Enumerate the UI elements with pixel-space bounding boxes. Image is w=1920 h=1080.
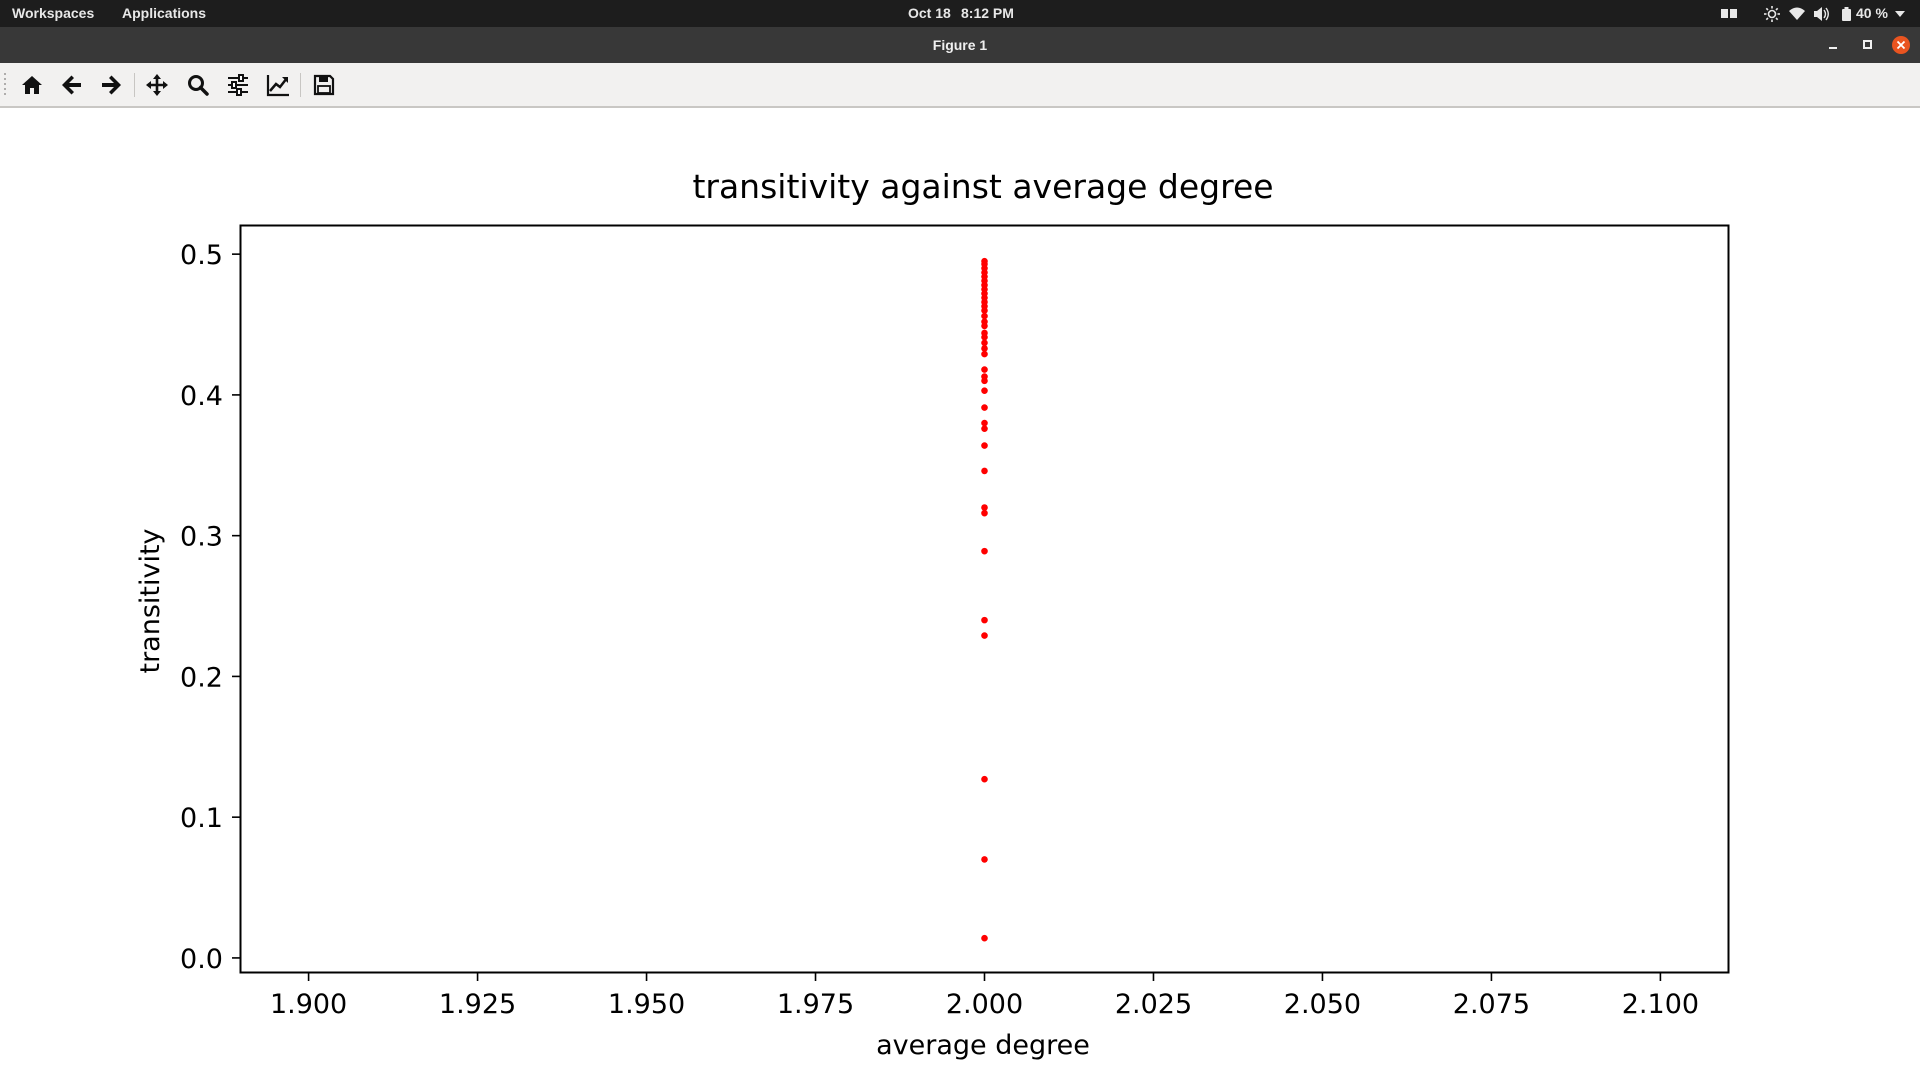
y-tick-label: 0.4 [180, 381, 223, 412]
y-tick-label: 0.0 [180, 944, 223, 975]
x-tick-label: 2.000 [946, 989, 1023, 1020]
chart-title: transitivity against average degree [692, 167, 1273, 206]
data-point [981, 632, 988, 639]
x-tick-label: 2.025 [1115, 989, 1192, 1020]
battery-icon[interactable] [1842, 7, 1851, 21]
data-point [981, 387, 988, 394]
navigation-toolbar [0, 63, 1920, 108]
volume-icon[interactable] [1813, 6, 1831, 22]
system-top-bar: Workspaces Applications Oct 18 8:12 PM 4… [0, 0, 1920, 27]
window-title-bar: Figure 1 [0, 27, 1920, 63]
home-icon [22, 76, 42, 94]
arrow-right-icon [102, 75, 121, 95]
home-button[interactable] [17, 71, 47, 99]
data-point [981, 775, 988, 783]
data-point [981, 509, 988, 517]
x-tick-label: 1.925 [439, 989, 516, 1020]
data-point [981, 339, 988, 347]
x-tick-label: 1.900 [270, 989, 347, 1020]
toolbar-separator [134, 73, 135, 97]
forward-button[interactable] [96, 71, 126, 99]
figure-canvas[interactable]: transitivity against average degree 1.90… [0, 108, 1920, 1080]
data-point [981, 350, 988, 358]
pan-button[interactable] [142, 71, 172, 99]
data-point [981, 345, 988, 352]
data-point [981, 934, 988, 942]
data-point [981, 467, 988, 475]
magnifier-icon [188, 75, 209, 96]
minimize-button[interactable] [1823, 35, 1843, 55]
arrow-left-icon [62, 75, 81, 95]
x-tick-label: 1.950 [608, 989, 685, 1020]
data-point [981, 616, 988, 624]
data-point [981, 318, 988, 326]
close-button[interactable] [1891, 35, 1911, 55]
maximize-icon [1863, 40, 1872, 49]
brightness-icon[interactable] [1764, 6, 1780, 22]
close-icon [1892, 36, 1910, 54]
time-label[interactable]: 8:12 PM [961, 5, 1014, 21]
save-button[interactable] [309, 71, 339, 99]
data-point [981, 547, 988, 555]
zoom-button[interactable] [183, 71, 213, 99]
data-point [981, 329, 988, 337]
battery-percentage[interactable]: 40 % [1856, 5, 1888, 21]
data-point [981, 312, 988, 320]
data-point [981, 404, 988, 411]
x-tick-label: 2.100 [1622, 989, 1699, 1020]
y-tick-label: 0.1 [180, 803, 223, 834]
workspaces-button[interactable]: Workspaces [12, 5, 95, 21]
chart-line-icon [266, 75, 289, 97]
y-tick-label: 0.3 [180, 522, 223, 553]
wifi-icon[interactable] [1789, 6, 1805, 22]
data-point [981, 373, 988, 380]
y-tick-label: 0.2 [180, 662, 223, 693]
maximize-button[interactable] [1857, 35, 1877, 55]
data-point [981, 257, 988, 265]
data-point [981, 425, 988, 432]
sliders-icon [228, 74, 248, 96]
window-title: Figure 1 [932, 37, 988, 53]
date-label[interactable]: Oct 18 [908, 5, 951, 21]
data-point [981, 419, 988, 427]
scatter-plot: transitivity against average degree 1.90… [135, 167, 1730, 1061]
data-point [981, 366, 988, 373]
x-tick-label: 2.075 [1453, 989, 1530, 1020]
x-axis-label: average degree [876, 1030, 1090, 1061]
data-point [981, 856, 988, 863]
y-axis-label: transitivity [135, 528, 166, 673]
configure-subplots-button[interactable] [223, 71, 253, 99]
back-button[interactable] [57, 71, 87, 99]
x-tick-label: 1.975 [777, 989, 854, 1020]
floppy-icon [313, 74, 335, 96]
edit-axis-button[interactable] [263, 71, 293, 99]
y-tick-label: 0.5 [180, 240, 223, 271]
x-tick-label: 2.050 [1284, 989, 1361, 1020]
window-list-icon[interactable] [1721, 8, 1737, 20]
toolbar-grip-icon[interactable] [3, 71, 7, 99]
minimize-icon [1829, 47, 1837, 49]
data-point [981, 442, 988, 449]
move-icon [146, 74, 168, 96]
toolbar-separator [300, 73, 301, 97]
data-point [981, 504, 988, 511]
applications-button[interactable]: Applications [122, 5, 207, 21]
chevron-down-icon[interactable] [1895, 11, 1905, 17]
